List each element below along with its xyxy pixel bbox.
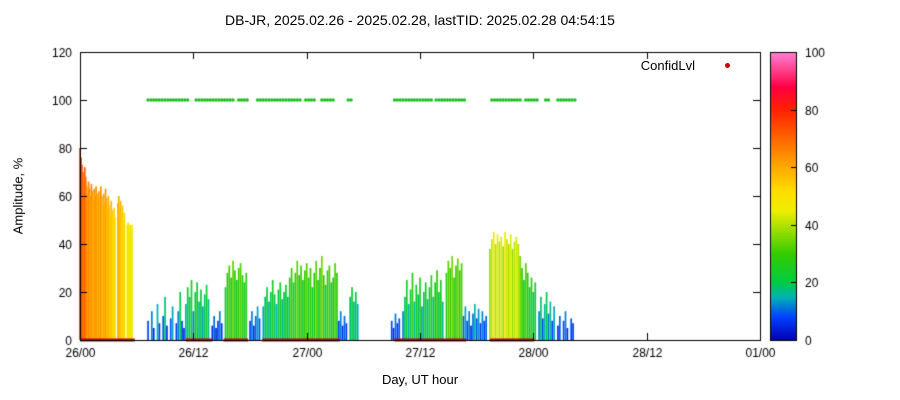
y-axis-label: Amplitude, % bbox=[10, 157, 26, 235]
legend: ConfidLvl bbox=[470, 58, 730, 73]
legend-point-marker-icon bbox=[725, 63, 730, 68]
chart-title: DB-JR, 2025.02.26 - 2025.02.28, lastTID:… bbox=[225, 12, 615, 28]
x-axis-label: Day, UT hour bbox=[381, 372, 459, 387]
legend-label: ConfidLvl bbox=[640, 58, 695, 73]
